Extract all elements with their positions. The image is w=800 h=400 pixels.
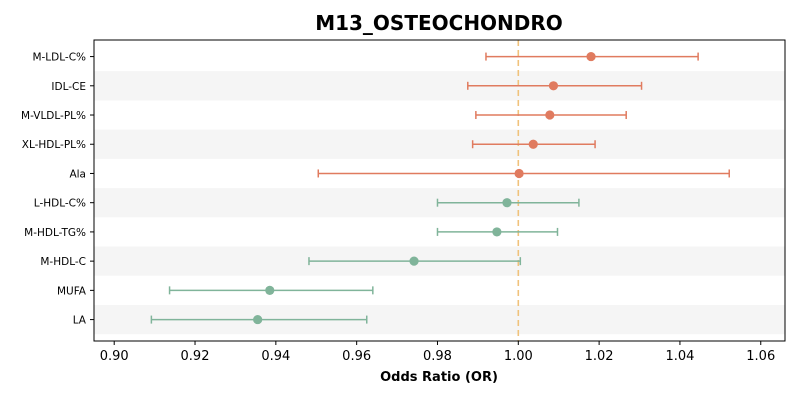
x-tick-label-5: 1.00 [504,349,533,364]
point-2 [545,110,555,120]
x-tick-label-2: 0.94 [261,349,290,364]
y-label-8: MUFA [57,285,87,297]
point-0 [586,51,596,62]
row-5 [436,198,580,208]
y-label-1: IDL-CE [51,81,86,93]
point-6 [492,227,502,237]
row-6 [436,227,559,237]
point-7 [409,256,419,266]
y-label-4: Ala [69,168,86,180]
row-9 [150,314,368,325]
y-label-6: M-HDL-TG% [24,227,86,239]
x-tick-label-8: 1.06 [746,349,775,364]
row-2 [475,110,627,120]
x-tick-label-6: 1.02 [585,349,614,364]
row-1 [467,81,643,91]
x-tick-label-3: 0.96 [342,349,371,364]
row-8 [168,285,374,295]
x-tick-label-0: 0.90 [100,349,129,364]
x-axis-label: Odds Ratio (OR) [380,370,498,385]
point-8 [265,285,275,295]
row-3 [471,139,596,149]
y-label-5: L-HDL-C% [34,198,86,210]
x-axis-ticks: 0.90 0.92 0.94 0.96 0.98 1.00 1.02 1.04 1.06 [100,341,775,364]
x-tick-label-1: 0.92 [181,349,210,364]
point-4 [514,168,524,179]
y-label-0: M-LDL-C% [32,52,86,64]
plot-frame [93,39,786,342]
point-1 [548,81,559,91]
row-7 [308,256,522,266]
row-0 [485,51,699,62]
chart-title: M13_OSTEOCHONDRO [315,11,563,35]
y-label-3: XL-HDL-PL% [22,139,86,151]
y-label-9: LA [73,315,87,327]
point-5 [502,198,512,208]
chart-marks [150,51,730,325]
y-label-7: M-HDL-C [40,256,86,268]
point-9 [253,314,263,325]
row-4 [317,168,730,179]
point-3 [528,139,538,149]
x-tick-label-7: 1.04 [665,349,694,364]
y-axis-labels: M-LDL-C% IDL-CE M-VLDL-PL% XL-HDL-PL% Ala L-H… [21,52,94,327]
y-label-2: M-VLDL-PL% [21,110,86,122]
row-band-1 [94,71,785,101]
x-tick-label-4: 0.98 [423,349,452,364]
row-band-3 [94,129,785,159]
